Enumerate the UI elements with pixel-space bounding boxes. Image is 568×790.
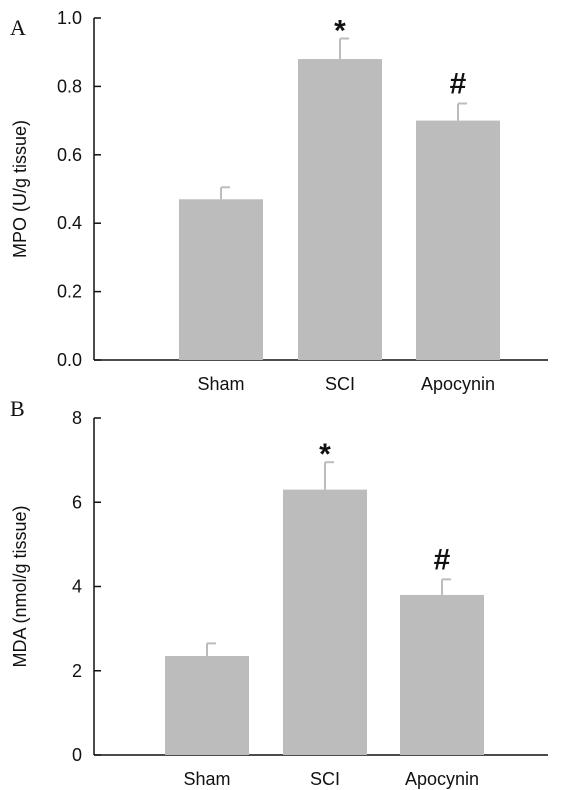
y-tick-label: 6 <box>72 492 82 512</box>
y-tick-label: 1.0 <box>57 8 82 28</box>
y-tick-label: 0.0 <box>57 350 82 370</box>
y-tick-label: 0.4 <box>57 213 82 233</box>
y-tick-label: 0 <box>72 745 82 765</box>
significance-hash: # <box>450 68 467 101</box>
panel-label: B <box>10 396 25 421</box>
y-tick-label: 8 <box>72 408 82 428</box>
panel-label: A <box>10 15 26 40</box>
bar <box>179 199 263 360</box>
x-category-label: Sham <box>197 374 244 394</box>
bar <box>165 656 249 755</box>
y-axis-title: MPO (U/g tissue) <box>10 120 30 258</box>
bar <box>400 594 484 755</box>
chart-panel-b: B 0 2 4 6 8 MDA (nmol/g tissue) Sham SCI * Apocyni… <box>10 396 548 789</box>
y-axis-title: MDA (nmol/g tissue) <box>10 505 30 667</box>
x-category-label: Apocynin <box>405 769 479 789</box>
x-category-label: SCI <box>310 769 340 789</box>
chart-panel-a: A 0.0 0.2 0.4 0.6 0.8 1.0 MPO (U/g tissue) Sham S… <box>10 8 548 394</box>
bar <box>416 120 500 360</box>
bar <box>298 59 382 360</box>
x-category-label: SCI <box>325 374 355 394</box>
x-category-label: Apocynin <box>421 374 495 394</box>
y-tick-label: 0.8 <box>57 76 82 96</box>
y-tick-label: 2 <box>72 661 82 681</box>
y-tick-label: 0.2 <box>57 282 82 302</box>
significance-asterisk: * <box>334 15 346 48</box>
bar <box>283 489 367 755</box>
y-tick-label: 4 <box>72 577 82 597</box>
x-category-label: Sham <box>183 769 230 789</box>
significance-hash: # <box>434 543 451 576</box>
significance-asterisk: * <box>319 438 331 471</box>
y-tick-label: 0.6 <box>57 145 82 165</box>
